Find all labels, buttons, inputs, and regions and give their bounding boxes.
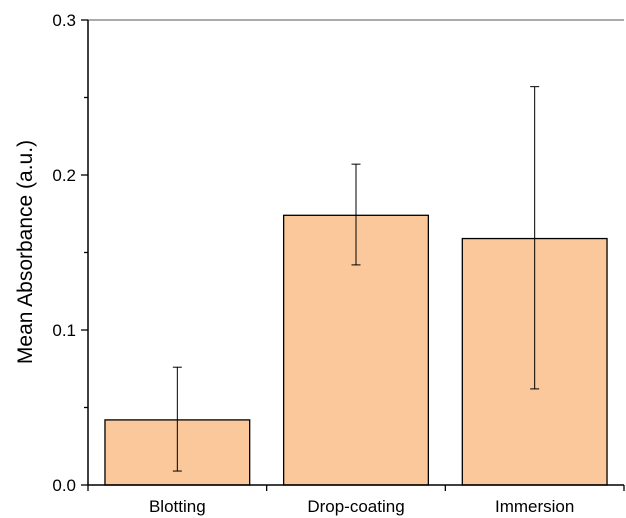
y-tick-label: 0.2: [52, 166, 76, 185]
x-tick-label: Immersion: [495, 497, 574, 516]
error-bar-immersion: [530, 86, 540, 390]
x-tick-label: Blotting: [149, 497, 206, 516]
y-axis-label: Mean Absorbance (a.u.): [14, 140, 37, 364]
y-tick-label: 0.0: [52, 476, 76, 495]
error-bars-group: [172, 86, 540, 472]
error-bar-drop-coating: [351, 163, 361, 266]
x-ticks-group: Blotting Drop-coating Immersion: [87, 485, 625, 516]
error-bar-blotting: [172, 366, 182, 472]
x-tick-label: Drop-coating: [307, 497, 404, 516]
y-tick-label: 0.1: [52, 321, 76, 340]
y-ticks-group: 0.0 0.1 0.2 0.3: [52, 11, 88, 495]
y-tick-label: 0.3: [52, 11, 76, 30]
